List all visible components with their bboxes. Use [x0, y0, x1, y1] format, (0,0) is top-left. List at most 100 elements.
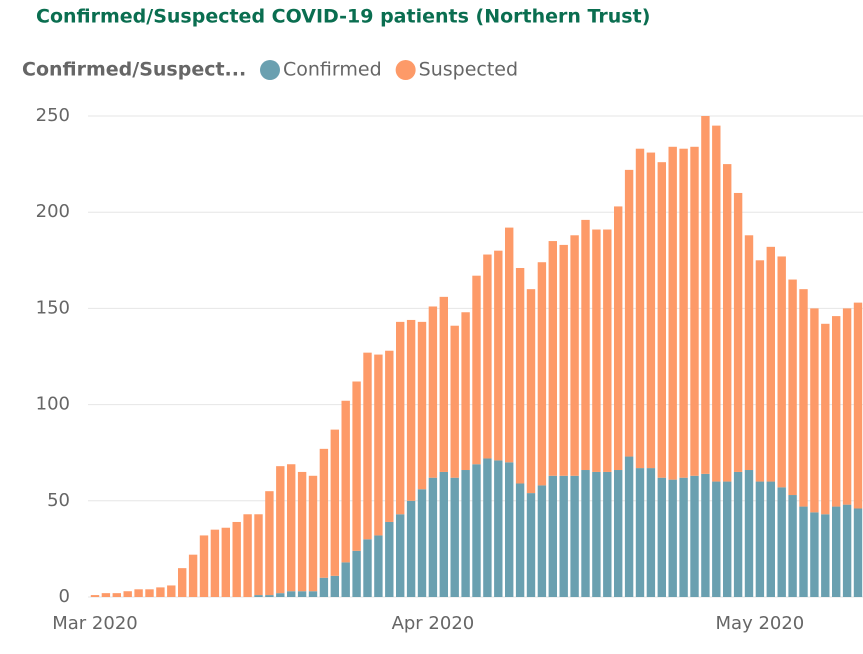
bar-segment: [254, 595, 263, 597]
bar-segment: [657, 477, 666, 597]
chart-title: Confirmed/Suspected COVID-19 patients (N…: [36, 6, 650, 28]
bar-segment: [515, 267, 525, 484]
bar-segment: [723, 481, 732, 597]
bar-segment: [406, 500, 416, 597]
bar-segment: [363, 539, 372, 597]
bar-segment: [744, 235, 754, 471]
legend-title: Confirmed/Suspect...: [22, 59, 246, 81]
bar-segment: [766, 246, 775, 482]
bar-segment: [537, 485, 547, 597]
bar-segment: [167, 585, 176, 597]
bar-segment: [646, 468, 656, 597]
bar-segment: [352, 550, 361, 597]
bar-segment: [559, 244, 568, 476]
bar-segment: [276, 593, 285, 597]
bar-segment: [821, 323, 830, 515]
bar-segment: [276, 466, 285, 594]
legend-swatch: [395, 60, 416, 80]
bar-segment: [821, 514, 830, 597]
bar-segment: [112, 593, 121, 597]
bar-segment: [842, 308, 852, 505]
bar-segment: [624, 169, 634, 457]
bar-segment: [832, 506, 841, 597]
bar-segment: [472, 275, 481, 465]
bar-segment: [788, 279, 797, 496]
bar-segment: [287, 464, 296, 592]
bar-segment: [428, 306, 438, 478]
bar-segment: [341, 400, 350, 563]
bar-segment: [417, 321, 427, 490]
bar-segment: [265, 491, 274, 596]
bar-segment: [428, 477, 438, 597]
bar-segment: [145, 589, 154, 597]
bar-segment: [330, 429, 339, 576]
bar-segment: [494, 460, 503, 597]
x-tick-label: Apr 2020: [392, 613, 475, 634]
bar-segment: [472, 464, 481, 597]
bar-segment: [603, 471, 612, 597]
legend-label: Suspected: [419, 59, 518, 81]
bar-segment: [483, 458, 492, 597]
bar-segment: [570, 475, 579, 597]
bar-segment: [243, 514, 252, 597]
bar-segment: [287, 591, 296, 597]
bar-segment: [755, 260, 765, 482]
bar-segment: [363, 352, 372, 540]
bar-segment: [352, 381, 361, 551]
legend-label: Confirmed: [283, 59, 382, 81]
bar-segment: [646, 152, 656, 469]
bar-segment: [156, 587, 165, 597]
bar-segment: [832, 316, 841, 507]
bar-segment: [439, 296, 448, 472]
bar-segment: [134, 589, 143, 597]
bar-segment: [679, 148, 688, 478]
bar-segment: [723, 164, 732, 482]
bar-segment: [101, 593, 111, 597]
bar-segment: [614, 206, 623, 471]
bar-segment: [374, 535, 383, 597]
bar-segment: [810, 308, 819, 513]
bar-segment: [297, 471, 307, 592]
bar-segment: [406, 319, 416, 501]
bar-segment: [624, 456, 634, 597]
bar-segment: [657, 162, 666, 478]
bar-segment: [308, 475, 318, 592]
bar-segment: [417, 489, 427, 597]
bar-segment: [494, 250, 503, 461]
bar-segment: [439, 471, 448, 597]
bar-segment: [559, 475, 568, 597]
y-tick-label: 50: [47, 490, 70, 511]
bar-segment: [526, 289, 536, 494]
bar-segment: [799, 506, 808, 597]
bar-segment: [592, 229, 601, 472]
x-tick-label: May 2020: [716, 613, 805, 634]
legend-swatch: [260, 60, 280, 80]
bar-segment: [374, 354, 383, 536]
bar-segment: [232, 521, 241, 597]
bar-segment: [679, 477, 688, 597]
bar-segment: [701, 116, 710, 474]
bar-segment: [744, 470, 754, 597]
bar-segment: [690, 146, 699, 476]
bar-segment: [90, 595, 100, 597]
bar-segment: [592, 471, 601, 597]
bar-segment: [461, 470, 470, 597]
bar-segment: [265, 595, 274, 597]
bar-segment: [799, 289, 808, 507]
bar-segment: [483, 254, 492, 459]
bar-segment: [221, 527, 230, 597]
bar-segment: [842, 504, 852, 597]
bar-segment: [733, 192, 743, 472]
bar-segment: [853, 508, 863, 597]
bar-segment: [777, 487, 786, 597]
bar-segment: [614, 470, 623, 597]
y-tick-label: 150: [36, 297, 70, 318]
bar-segment: [537, 262, 547, 486]
bar-segment: [755, 481, 765, 597]
bar-segment: [690, 475, 699, 597]
bar-segment: [385, 350, 394, 522]
bar-segment: [341, 562, 350, 597]
bar-segment: [385, 521, 394, 597]
bar-segment: [210, 529, 220, 597]
